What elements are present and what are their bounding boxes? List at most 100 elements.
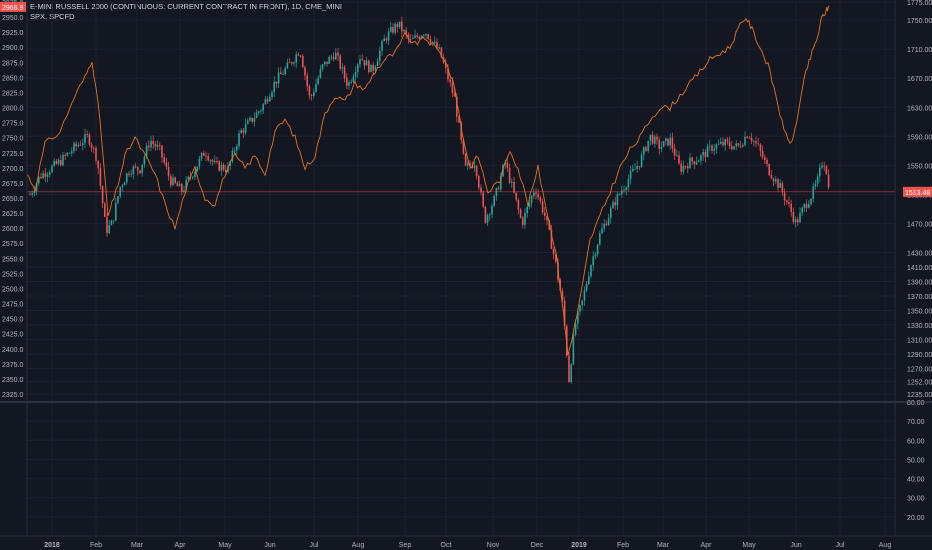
candle-body bbox=[629, 170, 632, 180]
candle-body bbox=[658, 139, 660, 149]
candle-body bbox=[348, 82, 350, 86]
candle-body bbox=[214, 161, 216, 162]
candle-body bbox=[71, 151, 73, 153]
left-tick-label: 2700.0 bbox=[2, 166, 24, 173]
candle-body bbox=[203, 152, 205, 156]
left-tick-label: 2800.0 bbox=[2, 106, 24, 113]
candle-body bbox=[121, 185, 124, 187]
right-tick-label: 1550.00 bbox=[907, 163, 932, 170]
candle-body bbox=[38, 176, 40, 184]
candle-body bbox=[381, 41, 383, 51]
candle-body bbox=[253, 118, 256, 122]
candle-body bbox=[654, 136, 656, 144]
candle-body bbox=[354, 72, 357, 77]
candle-body bbox=[656, 136, 658, 140]
candle-body bbox=[299, 55, 302, 57]
candle-body bbox=[814, 183, 817, 187]
candle-body bbox=[159, 145, 161, 147]
candle-body bbox=[319, 68, 322, 78]
left-tick-label: 2650.0 bbox=[2, 196, 24, 203]
candle-body bbox=[561, 290, 564, 301]
candle-body bbox=[775, 179, 777, 182]
candle-body bbox=[702, 152, 704, 156]
legend-main-series[interactable]: E-MINI RUSSELL 2000 (CONTINUOUS: CURRENT… bbox=[30, 2, 342, 11]
candle-body bbox=[273, 81, 275, 92]
candle-body bbox=[365, 60, 368, 66]
candle-body bbox=[486, 215, 489, 223]
right-tick-label: 1235.00 bbox=[907, 392, 932, 399]
candle-body bbox=[649, 134, 652, 141]
candle-body bbox=[68, 152, 71, 154]
candle-body bbox=[786, 200, 788, 203]
candle-body bbox=[328, 57, 330, 64]
candle-body bbox=[51, 165, 53, 173]
candle-body bbox=[651, 134, 654, 144]
candle-body bbox=[288, 62, 291, 64]
right-tick-label: 1350.00 bbox=[907, 309, 932, 316]
candle-body bbox=[722, 141, 724, 146]
candle-body bbox=[128, 173, 130, 175]
candle-body bbox=[143, 156, 146, 165]
candle-body bbox=[717, 143, 720, 145]
candle-body bbox=[44, 173, 47, 177]
candle-body bbox=[77, 144, 80, 147]
time-tick-label: Feb bbox=[617, 542, 629, 549]
candle-body bbox=[563, 300, 566, 326]
time-tick-label: Jun bbox=[790, 542, 801, 549]
candle-body bbox=[308, 86, 311, 96]
right-tick-label: 1775.00 bbox=[907, 0, 932, 7]
right-tick-label: 1330.00 bbox=[907, 323, 932, 330]
candle-body bbox=[759, 144, 762, 151]
candle-body bbox=[60, 159, 62, 166]
right-price-axis: 1235.00 1252.00 1270.00 1290.00 1310.00 1330.… bbox=[907, 0, 932, 399]
candle-body bbox=[350, 81, 352, 83]
candle-body bbox=[792, 211, 795, 223]
candle-body bbox=[827, 174, 830, 188]
candle-body bbox=[387, 31, 390, 41]
candle-body bbox=[819, 167, 821, 177]
candle-body bbox=[75, 143, 77, 147]
candle-body bbox=[161, 145, 163, 158]
left-tick-label: 2400.0 bbox=[2, 347, 24, 354]
candle-body bbox=[537, 194, 539, 198]
candle-body bbox=[511, 182, 513, 183]
candle-body bbox=[530, 195, 533, 203]
candle-body bbox=[588, 276, 590, 284]
candle-body bbox=[777, 179, 779, 188]
candle-body bbox=[711, 145, 713, 151]
candle-body bbox=[324, 61, 326, 65]
candle-body bbox=[539, 197, 542, 202]
time-tick-label: May bbox=[218, 542, 232, 549]
candle-body bbox=[277, 72, 280, 84]
candle-body bbox=[517, 199, 520, 210]
candle-body bbox=[715, 144, 718, 149]
candle-body bbox=[647, 140, 649, 151]
candle-body bbox=[515, 192, 517, 200]
candle-body bbox=[172, 177, 174, 186]
candle-body bbox=[198, 158, 201, 167]
candle-body bbox=[528, 202, 531, 207]
candle-body bbox=[403, 30, 405, 32]
candle-body bbox=[823, 165, 825, 167]
candle-body bbox=[372, 64, 374, 71]
candle-body bbox=[643, 147, 645, 155]
candle-body bbox=[621, 190, 623, 195]
candle-body bbox=[546, 215, 548, 221]
candle-body bbox=[513, 182, 515, 193]
candle-body bbox=[781, 183, 784, 193]
candle-body bbox=[491, 205, 493, 215]
candle-body bbox=[222, 164, 225, 171]
candle-body bbox=[678, 155, 680, 164]
candle-body bbox=[55, 160, 58, 164]
candle-body bbox=[66, 152, 69, 156]
candle-body bbox=[218, 161, 220, 171]
left-tick-label: 2950.0 bbox=[2, 15, 24, 22]
candle-body bbox=[363, 60, 366, 66]
candle-body bbox=[757, 143, 759, 145]
candle-body bbox=[302, 55, 304, 68]
right-tick-label: 1270.00 bbox=[907, 367, 932, 374]
candle-body bbox=[297, 54, 300, 56]
candle-body bbox=[753, 140, 755, 142]
candle-body bbox=[772, 178, 775, 182]
